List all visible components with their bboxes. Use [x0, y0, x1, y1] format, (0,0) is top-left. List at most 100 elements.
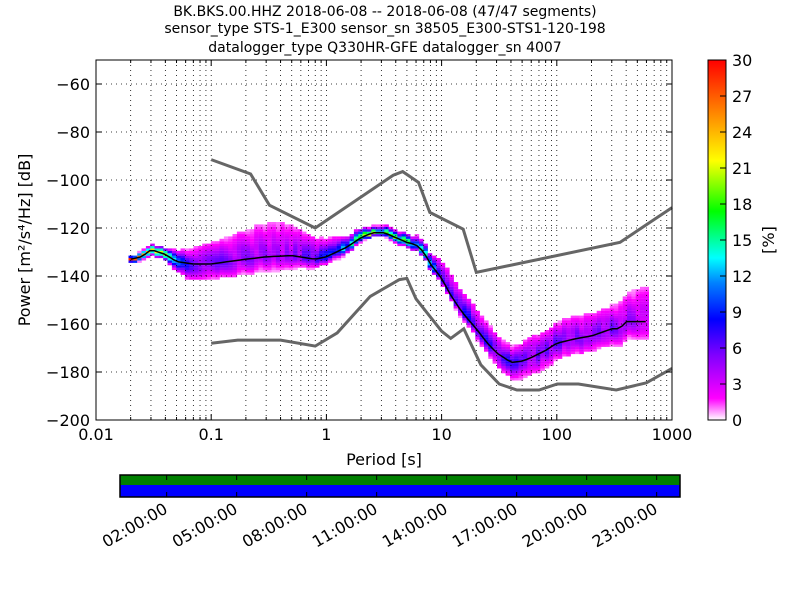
heatmap-cell: [583, 315, 589, 319]
heatmap-cell: [236, 250, 242, 254]
heatmap-cell: [488, 337, 493, 340]
heatmap-cell: [358, 229, 363, 232]
heatmap-cell: [249, 241, 255, 244]
heatmap-cell: [280, 253, 285, 256]
heatmap-cell: [275, 250, 281, 254]
heatmap-cell: [453, 306, 459, 309]
heatmap-cell: [193, 260, 199, 263]
heatmap-cell: [445, 267, 450, 271]
heatmap-cell: [440, 267, 446, 271]
heatmap-cell: [440, 274, 446, 278]
heatmap-cell: [340, 236, 346, 239]
heatmap-cell: [640, 298, 645, 302]
heatmap-cell: [232, 262, 238, 266]
heatmap-cell: [583, 327, 589, 331]
heatmap-cell: [219, 243, 225, 247]
heatmap-cell: [536, 358, 541, 362]
heatmap-cell: [215, 246, 220, 249]
heatmap-cell: [466, 306, 472, 309]
heatmap-cell: [306, 267, 311, 271]
heatmap-cell: [631, 291, 636, 295]
heatmap-cell: [609, 308, 615, 311]
heatmap-cell: [319, 250, 324, 254]
heatmap-cell: [232, 243, 238, 247]
heatmap-cell: [271, 226, 277, 230]
heatmap-cell: [440, 272, 446, 275]
heatmap-cell: [414, 234, 420, 237]
heatmap-cell: [271, 234, 277, 237]
heatmap-cell: [249, 248, 255, 251]
heatmap-cell: [536, 346, 541, 350]
heatmap-cell: [622, 308, 628, 311]
heatmap-cell: [202, 255, 207, 259]
heatmap-cell: [245, 231, 251, 235]
heatmap-cell: [245, 272, 251, 275]
heatmap-cell: [423, 250, 428, 254]
heatmap-cell: [280, 229, 285, 232]
heatmap-cell: [418, 238, 424, 242]
heatmap-cell: [514, 375, 519, 379]
heatmap-cell: [592, 346, 597, 350]
heatmap-cell: [557, 325, 563, 328]
heatmap-cell: [458, 303, 463, 307]
heatmap-cell: [241, 270, 246, 273]
heatmap-cell: [462, 308, 467, 311]
heatmap-cell: [405, 246, 411, 249]
heatmap-cell: [297, 234, 303, 237]
heatmap-cell: [575, 346, 580, 350]
heatmap-cell: [228, 250, 233, 254]
heatmap-cell: [618, 301, 623, 304]
heatmap-cell: [605, 334, 610, 338]
heatmap-cell: [484, 327, 489, 331]
heatmap-cell: [627, 310, 632, 314]
heatmap-cell: [418, 246, 424, 249]
heatmap-cell: [492, 339, 498, 343]
heatmap-cell: [297, 253, 303, 256]
heatmap-cell: [210, 241, 216, 244]
heatmap-cell: [631, 334, 636, 338]
heatmap-cell: [254, 234, 259, 237]
heatmap-cell: [527, 370, 532, 374]
heatmap-cell: [332, 236, 337, 239]
heatmap-cell: [193, 277, 199, 280]
heatmap-cell: [492, 351, 498, 355]
heatmap-cell: [644, 301, 649, 304]
heatmap-cell: [293, 238, 298, 242]
heatmap-cell: [635, 313, 641, 316]
heatmap-cell: [319, 253, 324, 256]
heatmap-cell: [210, 248, 216, 251]
heatmap-cell: [497, 337, 502, 340]
heatmap-cell: [202, 258, 207, 261]
colorbar-tick-label: 9: [732, 303, 742, 322]
heatmap-cell: [215, 270, 220, 273]
heatmap-cell: [418, 250, 424, 254]
heatmap-cell: [275, 231, 281, 235]
heatmap-cell: [267, 246, 272, 249]
heatmap-cell: [536, 339, 541, 343]
noise-model-low: [211, 276, 673, 392]
heatmap-cell: [510, 375, 515, 379]
heatmap-cell: [618, 320, 623, 323]
y-tick-label: −120: [46, 219, 90, 238]
heatmap-cell: [618, 334, 623, 338]
heatmap-cell: [232, 250, 238, 254]
grid-lines: [96, 60, 672, 420]
heatmap-cell: [566, 337, 571, 340]
heatmap-cell: [453, 284, 459, 287]
heatmap-cell: [479, 327, 485, 331]
colorbar-tick-label: 15: [732, 231, 752, 250]
heatmap-cell: [236, 234, 242, 237]
heatmap-cell: [241, 255, 246, 259]
heatmap-cell: [327, 243, 333, 247]
heatmap-cell: [579, 320, 584, 323]
heatmap-cell: [306, 260, 311, 263]
heatmap-cell: [293, 231, 298, 235]
heatmap-cell: [310, 236, 316, 239]
heatmap-cell: [570, 349, 576, 352]
heatmap-cell: [267, 248, 272, 251]
heatmap-cell: [223, 250, 229, 254]
heatmap-cell: [592, 318, 597, 321]
heatmap-cell: [197, 272, 203, 275]
heatmap-cell: [549, 356, 554, 359]
heatmap-cell: [531, 342, 537, 345]
